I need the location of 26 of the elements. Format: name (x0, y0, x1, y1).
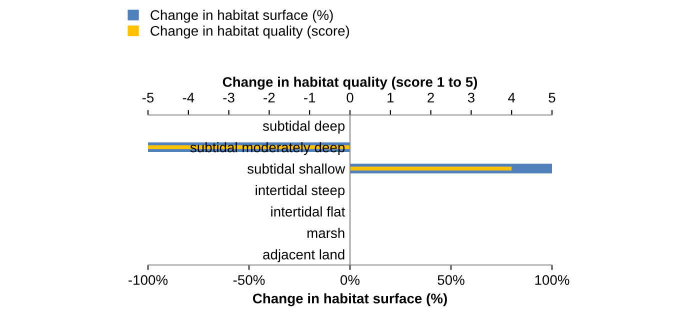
y-tick-label: marsh (307, 228, 344, 238)
y-tick-label: intertidal steep (256, 184, 345, 198)
x2-tick-label: 2 (428, 92, 434, 102)
x-tick-label: -100% (128, 275, 168, 285)
x2-tick-label: 1 (388, 92, 394, 102)
legend-label: Change in habitat quality (score) (150, 26, 350, 39)
x-axis-title: Change in habitat surface (%) (252, 293, 447, 306)
y-tick-label: adjacent land (263, 249, 344, 262)
x2-tick-label: 3 (468, 92, 474, 103)
x2-tick-label: 4 (508, 92, 516, 102)
x2-axis-title: Change in habitat quality (score 1 to 5) (222, 76, 478, 90)
y-tick-label: subtidal deep (262, 120, 345, 134)
x2-tick-label: -4 (182, 92, 194, 102)
x2-tick-label: 5 (548, 92, 556, 103)
y-tick-label: subtidal shallow (247, 164, 346, 174)
x2-tick-label: -3 (223, 92, 234, 103)
x2-tick-label: 0 (346, 92, 354, 103)
x-tick-label: 0% (340, 275, 360, 285)
x2-tick-label: -2 (264, 92, 275, 102)
x2-tick-label: -5 (142, 92, 154, 103)
x2-tick-label: -1 (304, 92, 316, 102)
x-tick-label: -50% (233, 275, 265, 285)
y-tick-label: intertidal flat (271, 206, 346, 217)
legend-label: Change in habitat surface (%) (150, 10, 333, 23)
x-tick-label: 100% (535, 275, 570, 285)
x-tick-label: 50% (438, 275, 464, 285)
